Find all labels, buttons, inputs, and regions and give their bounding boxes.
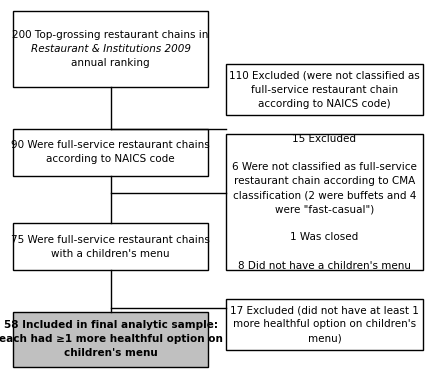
Text: more healthful option on children's: more healthful option on children's — [233, 319, 416, 329]
Text: 1 Was closed: 1 Was closed — [290, 232, 358, 242]
Bar — [13, 312, 208, 367]
Text: with a children's menu: with a children's menu — [51, 249, 170, 259]
Text: 6 Were not classified as full-service: 6 Were not classified as full-service — [232, 162, 417, 172]
Bar — [226, 299, 423, 350]
Bar — [226, 134, 423, 270]
Text: according to NAICS code: according to NAICS code — [46, 154, 175, 164]
Text: 75 Were full-service restaurant chains: 75 Were full-service restaurant chains — [11, 235, 210, 245]
Text: 200 Top-grossing restaurant chains in: 200 Top-grossing restaurant chains in — [13, 30, 209, 40]
Text: Restaurant & Institutions 2009: Restaurant & Institutions 2009 — [31, 44, 191, 54]
Text: 8 Did not have a children's menu: 8 Did not have a children's menu — [238, 260, 411, 271]
Text: 58 Included in final analytic sample:: 58 Included in final analytic sample: — [3, 320, 218, 330]
Text: according to NAICS code): according to NAICS code) — [258, 99, 391, 109]
Bar — [13, 129, 208, 176]
Text: restaurant chain according to CMA: restaurant chain according to CMA — [234, 176, 415, 186]
Text: classification (2 were buffets and 4: classification (2 were buffets and 4 — [233, 190, 416, 200]
Text: children's menu: children's menu — [64, 348, 158, 358]
Text: 15 Excluded: 15 Excluded — [293, 134, 356, 144]
Text: menu): menu) — [308, 333, 341, 343]
Text: were "fast-casual"): were "fast-casual") — [275, 204, 374, 214]
Bar — [13, 11, 208, 87]
Text: annual ranking: annual ranking — [71, 58, 150, 68]
Bar — [226, 64, 423, 115]
Text: each had ≥1 more healthful option on: each had ≥1 more healthful option on — [0, 334, 223, 344]
Bar — [13, 223, 208, 270]
Text: 110 Excluded (were not classified as: 110 Excluded (were not classified as — [229, 71, 420, 81]
Text: full-service restaurant chain: full-service restaurant chain — [251, 85, 398, 95]
Text: 17 Excluded (did not have at least 1: 17 Excluded (did not have at least 1 — [230, 305, 419, 315]
Text: 90 Were full-service restaurant chains: 90 Were full-service restaurant chains — [11, 140, 210, 150]
